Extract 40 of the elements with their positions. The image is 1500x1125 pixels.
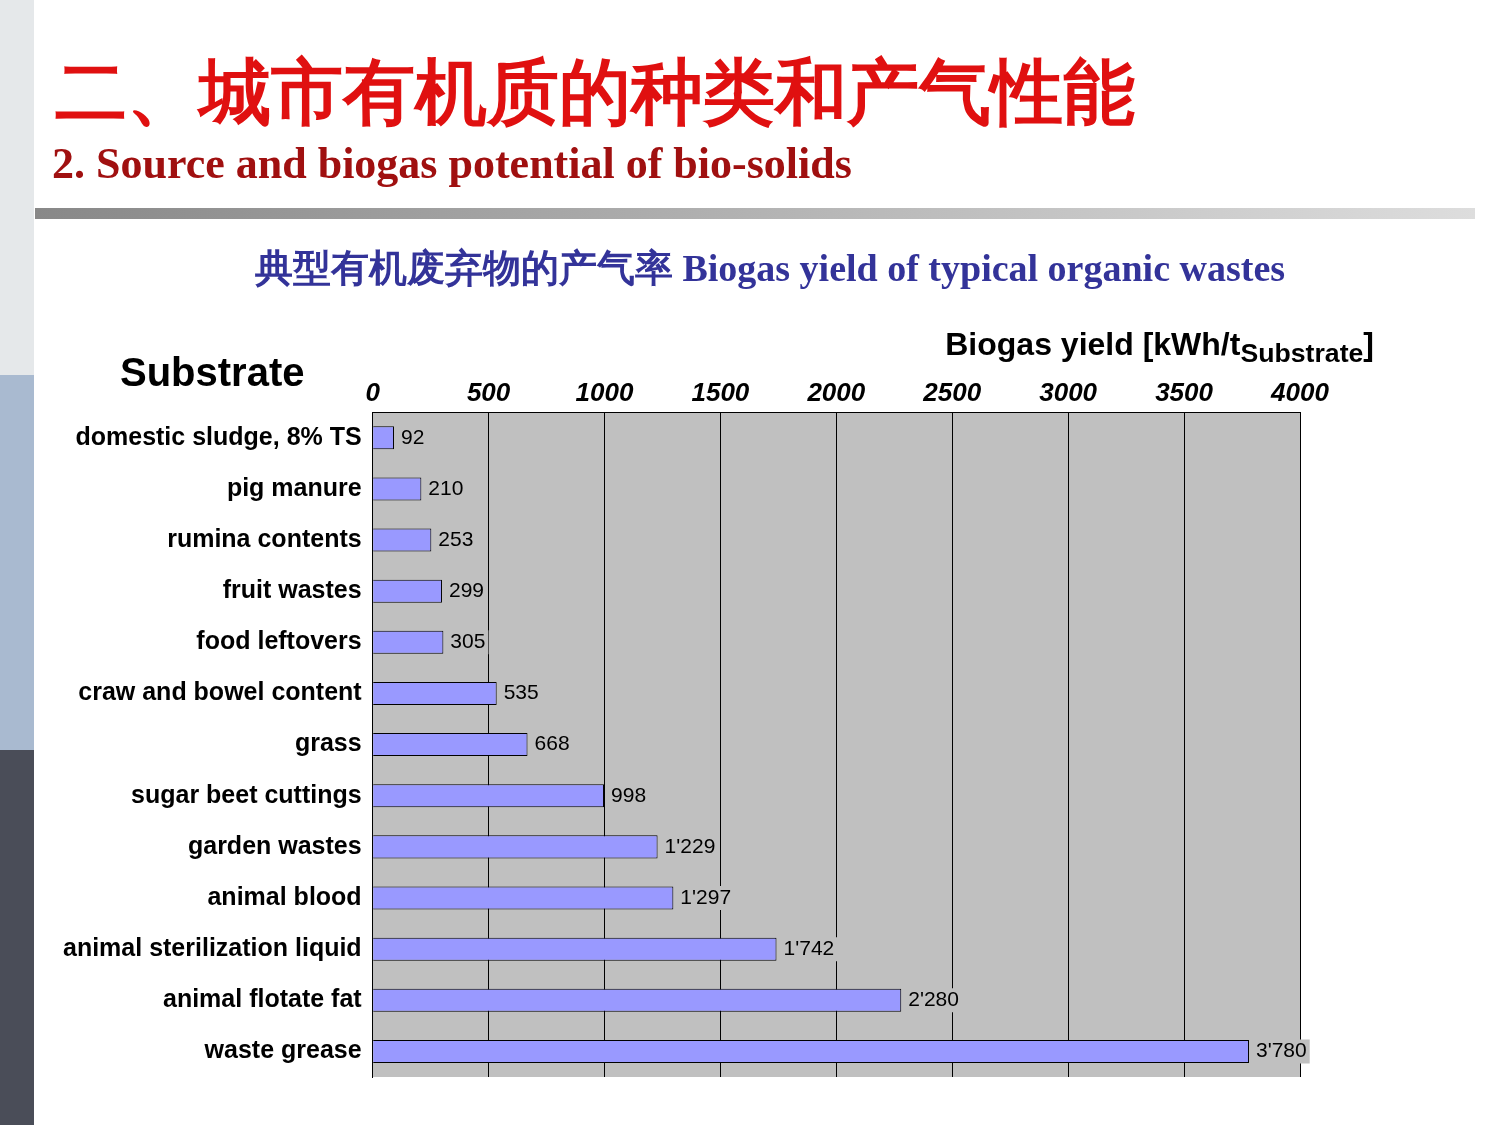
x-tick-label: 0 (365, 376, 381, 407)
y-tick-label: rumina contents (167, 523, 362, 552)
x-axis-title: Biogas yield [kWh/t$_{Substrate}$] (945, 326, 1374, 370)
data-label: 253 (438, 526, 474, 550)
text: 典型有机废弃物的产气率 Biogas yield of typical organic wastes (253, 246, 1287, 291)
x-tick-label: 4000 (1270, 376, 1330, 407)
y-tick-label: food leftovers (196, 626, 362, 655)
y-axis-title: Substrate (120, 350, 305, 395)
y-tick-label: animal sterilization liquid (62, 933, 362, 962)
data-label: 210 (428, 475, 464, 499)
data-label: 998 (611, 782, 647, 806)
y-tick-label: garden wastes (187, 830, 362, 859)
data-label: 92 (400, 424, 425, 448)
chart-subtitle: 2. Source and biogas potential of bio-solids (52, 138, 852, 189)
x-tick-label: 3000 (1039, 376, 1098, 407)
data-label: 1'297 (680, 884, 732, 908)
y-tick-label: animal blood (207, 881, 362, 910)
x-tick-label: 500 (466, 376, 511, 407)
data-label: 535 (503, 680, 539, 704)
y-tick-label: domestic sludge, 8% TS (75, 421, 362, 450)
y-tick-label: fruit wastes (222, 575, 362, 604)
y-tick-label: waste grease (203, 1035, 362, 1064)
x-tick-label: 1000 (575, 376, 634, 407)
y-tick-label: grass (294, 728, 362, 757)
y-tick-label: animal flotate fat (163, 984, 363, 1013)
data-label: 305 (450, 629, 486, 653)
x-tick-label: 3500 (1155, 376, 1214, 407)
chart-title: 二、城市有机质的种类和产气性能 (55, 50, 1135, 134)
data-label: 299 (448, 577, 485, 601)
data-label: 2'280 (908, 987, 959, 1011)
x-tick-label: 1500 (691, 376, 750, 407)
y-tick-label: sugar beet cuttings (131, 779, 362, 808)
x-tick-label: 2500 (922, 376, 982, 407)
data-label: 3'780 (1256, 1038, 1307, 1062)
data-label: 668 (534, 731, 570, 755)
y-tick-label: craw and bowel content (78, 677, 363, 706)
data-label: 1'742 (783, 935, 835, 959)
data-label: 1'229 (664, 833, 716, 857)
y-tick-label: pig manure (226, 472, 362, 501)
x-tick-label: 2000 (806, 376, 866, 407)
